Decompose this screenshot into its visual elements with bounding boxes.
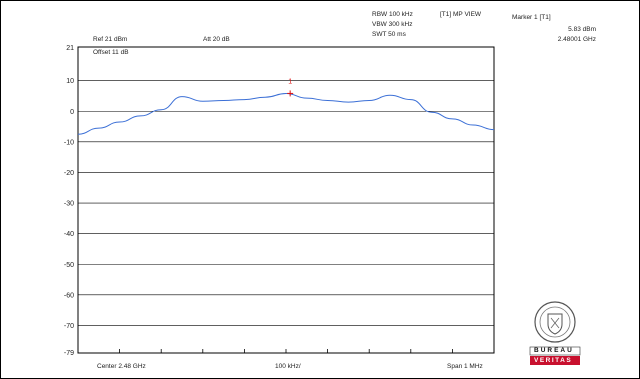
spectrum-trace [77,92,495,135]
y-tick-label: -20 [64,170,74,177]
trace-mode-label: [T1] MP VIEW [440,11,482,18]
y-tick-label: 0 [70,109,74,116]
y-tick-label-bottom: -79 [64,350,74,357]
y-tick-label: -50 [64,262,74,269]
y-tick-label: -10 [64,139,74,146]
vbw-label: VBW 300 kHz [372,21,413,28]
marker-level: 5.83 dBm [568,26,596,33]
ref-level-label: Ref 21 dBm [93,36,128,43]
logo-bureau-text: BUREAU [534,347,574,354]
marker-frequency: 2.48001 GHz [557,36,596,43]
logo-veritas-text: VERITAS [534,357,573,364]
rbw-label: RBW 100 kHz [372,11,413,18]
y-tick-label: -30 [64,201,74,208]
attenuation-label: Att 20 dB [203,36,230,43]
bureau-veritas-seal-icon [529,301,581,365]
marker-number-label: 1 [288,78,292,85]
y-tick-label: -70 [64,323,74,330]
grid [77,46,495,354]
marker-title: Marker 1 [T1] [512,14,551,21]
y-tick-label: 10 [66,78,74,85]
center-frequency-label: Center 2.48 GHz [97,363,146,370]
plot-area [77,46,495,354]
offset-label: Offset 11 dB [93,49,129,56]
y-tick-label: -60 [64,292,74,299]
division-label: 100 kHz/ [275,363,301,370]
bureau-veritas-logo: BUREAU VERITAS [526,300,584,368]
span-label: Span 1 MHz [447,363,483,370]
y-tick-label-top: 21 [66,45,74,52]
y-tick-label: -40 [64,231,74,238]
swt-label: SWT 50 ms [372,31,406,38]
tick-labels: 10 0 -10 -20 -30 -40 -50 -60 -70 21 -79 [64,45,74,357]
marker-layer: 1 [287,78,294,97]
